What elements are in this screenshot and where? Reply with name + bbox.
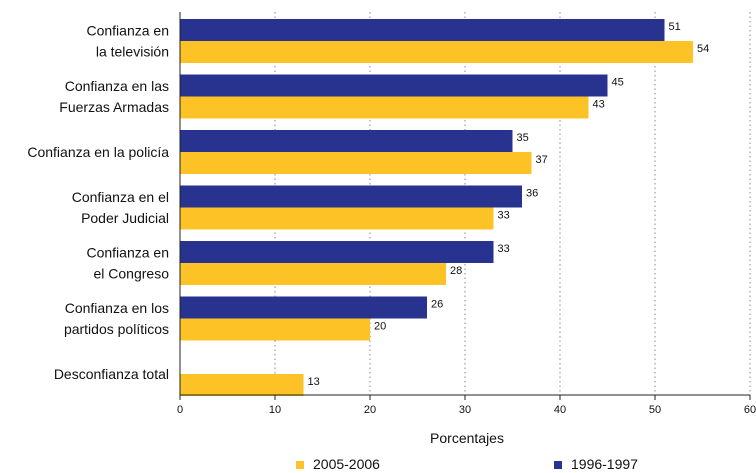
x-axis: 0 10 20 30 40 50 60 (177, 12, 756, 416)
category-label: Confianza en las Fuerzas Armadas (59, 78, 169, 115)
x-tick-label: 30 (459, 404, 471, 416)
category-label-line: la televisión (96, 44, 169, 60)
bar (180, 41, 693, 63)
x-tick-label: 0 (177, 404, 183, 416)
category-label-line: Confianza en (86, 23, 169, 39)
category-label-line: Confianza en el (72, 189, 169, 205)
data-label: 51 (669, 21, 681, 33)
bar (180, 152, 532, 174)
bar (180, 263, 446, 285)
bar (180, 74, 608, 97)
x-tick-label: 40 (554, 404, 566, 416)
data-label: 37 (536, 154, 548, 166)
legend-label: 1996-1997 (571, 456, 638, 472)
x-tick-label: 20 (364, 404, 376, 416)
x-axis-title: Porcentajes (430, 430, 504, 446)
category-label-line: Desconfianza total (54, 366, 169, 382)
category-label: Desconfianza total (54, 366, 169, 382)
category-label: Confianza en la televisión (86, 23, 169, 60)
category-label-line: partidos políticos (64, 321, 169, 337)
data-label: 33 (498, 243, 510, 255)
data-label: 26 (431, 299, 443, 311)
bars (180, 19, 693, 396)
legend: 2005-2006 1996-1997 (296, 456, 638, 472)
category-label-line: Poder Judicial (81, 210, 169, 226)
data-label: 28 (450, 265, 462, 277)
data-label: 36 (526, 188, 538, 200)
category-label-line: Confianza en (86, 245, 169, 261)
category-label: Confianza en el Congreso (86, 245, 169, 282)
x-tick-label: 50 (649, 404, 661, 416)
category-label: Confianza en la policía (27, 144, 169, 160)
data-label: 33 (498, 210, 510, 222)
bar (180, 318, 370, 341)
legend-swatch (296, 461, 304, 469)
bar (180, 207, 494, 230)
x-tick-label: 60 (744, 404, 756, 416)
bar (180, 296, 427, 319)
data-label: 13 (308, 376, 320, 388)
category-label-line: Confianza en las (65, 78, 169, 94)
data-label: 20 (374, 321, 386, 333)
bar (180, 185, 522, 208)
bar (180, 130, 513, 152)
bar (180, 241, 494, 263)
category-label-line: el Congreso (94, 266, 170, 282)
category-label: Confianza en los partidos políticos (64, 300, 169, 337)
data-label: 35 (517, 132, 529, 144)
category-label: Confianza en el Poder Judicial (72, 189, 169, 226)
legend-label: 2005-2006 (313, 456, 380, 472)
bar (180, 374, 304, 396)
legend-swatch (554, 461, 562, 469)
data-label: 43 (593, 99, 605, 111)
data-label: 45 (612, 77, 624, 89)
category-label-line: Confianza en la policía (27, 144, 169, 160)
data-labels: 51 54 45 43 35 37 36 33 33 28 26 20 13 (308, 21, 710, 388)
bar (180, 96, 589, 119)
x-tick-label: 10 (269, 404, 281, 416)
bar (180, 19, 665, 41)
category-label-line: Confianza en los (65, 300, 169, 316)
category-label-line: Fuerzas Armadas (59, 99, 169, 115)
data-label: 54 (697, 43, 709, 55)
